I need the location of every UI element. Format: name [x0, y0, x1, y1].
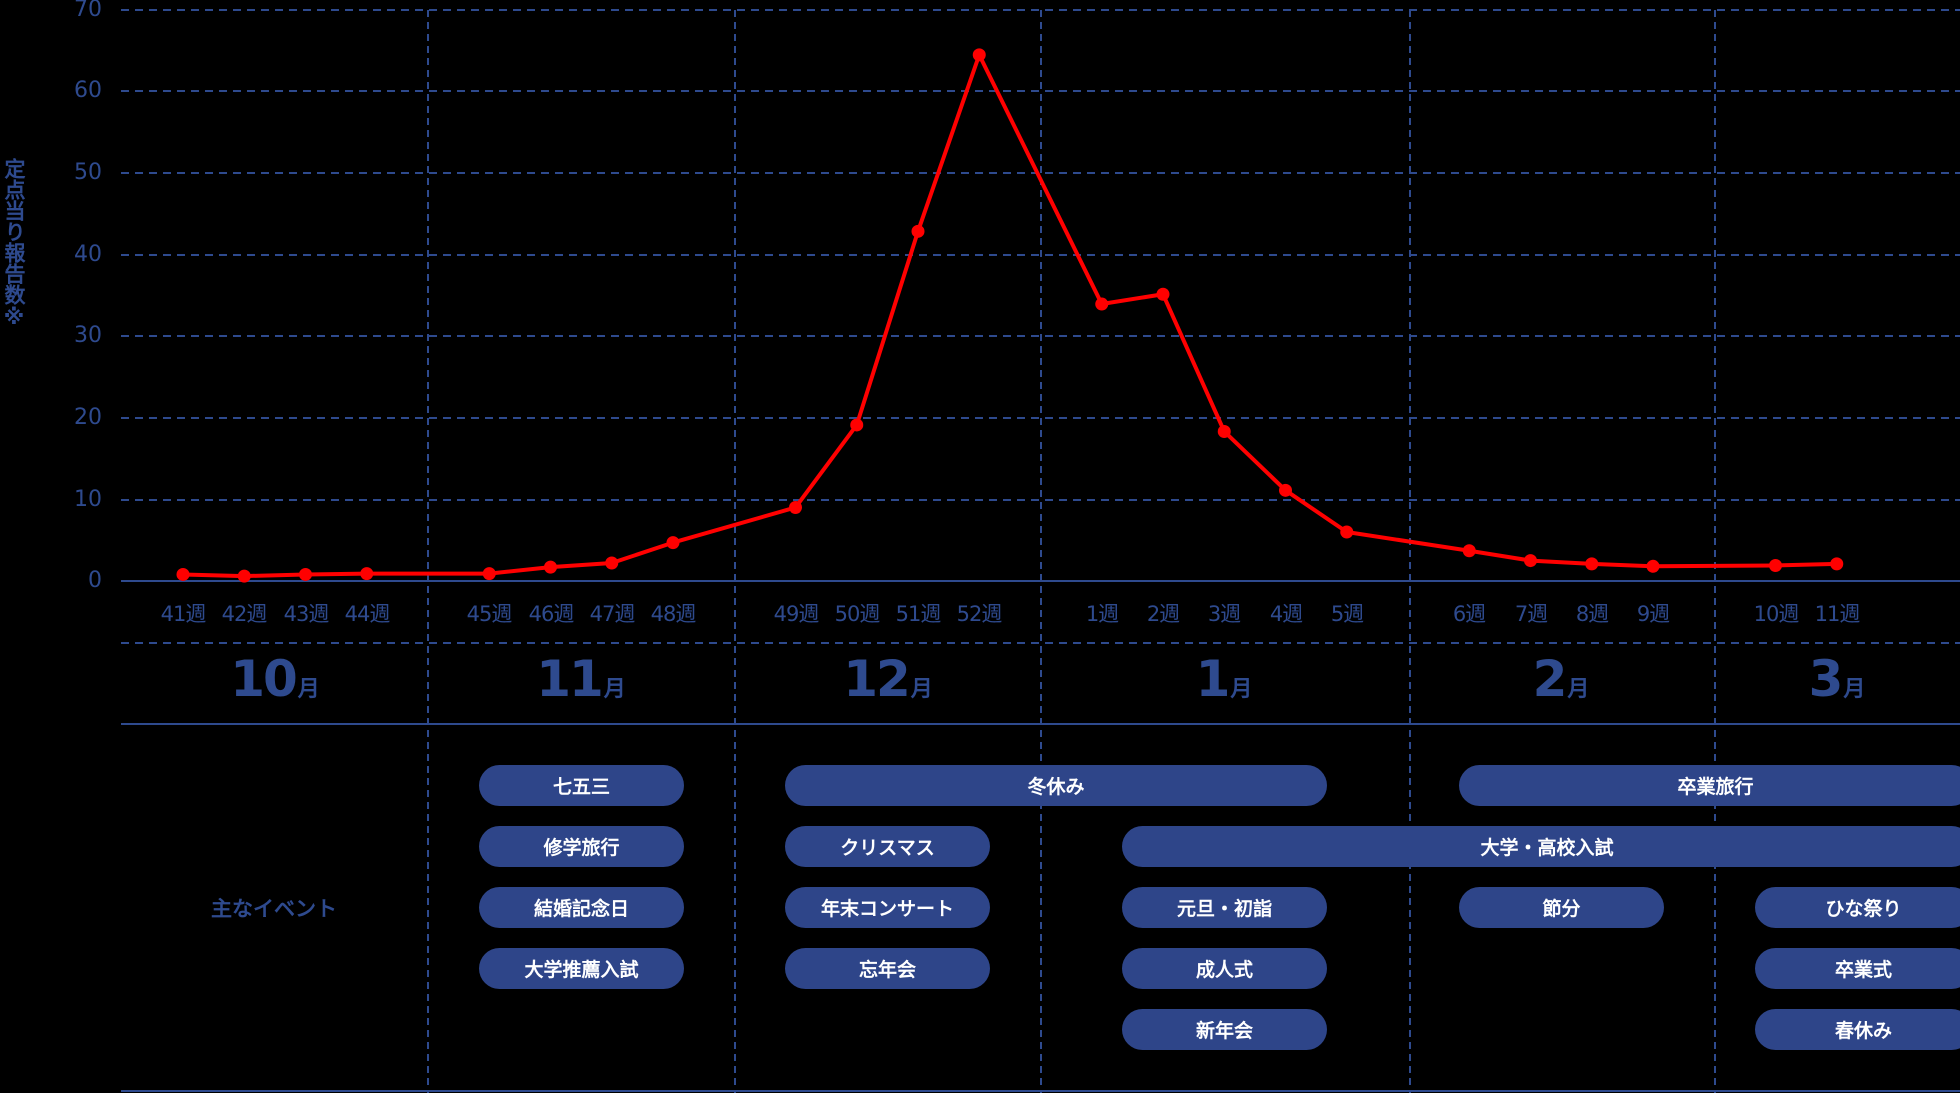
data-point: [605, 556, 619, 570]
y-tick-40: 40: [74, 242, 102, 267]
data-point: [1279, 483, 1292, 497]
y-tick-20: 20: [74, 405, 102, 430]
series-line: [182, 52, 1837, 579]
data-point: [789, 500, 802, 514]
data-point: [176, 567, 190, 581]
week-label: 11週: [1814, 602, 1861, 626]
event-new-year-party: 新年会: [1122, 1009, 1327, 1050]
data-point: [972, 48, 986, 62]
week-label: 9週: [1636, 602, 1670, 626]
event-year-end-concert: 年末コンサート: [785, 887, 990, 928]
month-label-feb: 2月: [1532, 650, 1590, 708]
y-tick-0: 0: [88, 568, 102, 593]
event-year-end-party: 忘年会: [785, 948, 990, 989]
data-point: [1769, 558, 1782, 572]
week-label: 2週: [1146, 602, 1180, 626]
event-graduation-ceremony: 卒業式: [1755, 948, 1960, 989]
data-point: [666, 536, 680, 550]
month-label-dec: 12月: [843, 650, 933, 708]
data-point: [544, 560, 557, 574]
week-label: 4週: [1269, 602, 1303, 626]
event-entrance-exams: 大学・高校入試: [1122, 826, 1960, 867]
data-point: [237, 569, 251, 583]
week-label: 10週: [1753, 602, 1800, 626]
month-label-oct: 10月: [230, 650, 320, 708]
data-point: [850, 418, 864, 432]
data-point: [482, 567, 496, 581]
week-label: 47週: [589, 602, 636, 626]
data-point: [1524, 554, 1537, 568]
month-label-mar: 3月: [1808, 650, 1866, 708]
week-label: 1週: [1085, 602, 1119, 626]
week-label: 50週: [834, 602, 881, 626]
events-heading: 主なイベント: [211, 897, 337, 921]
data-point: [1585, 557, 1599, 571]
week-label: 46週: [528, 602, 575, 626]
month-dividers: [427, 10, 1716, 1093]
y-tick-70: 70: [74, 0, 102, 22]
week-label: 3週: [1207, 602, 1241, 626]
week-label: 45週: [466, 602, 513, 626]
week-label: 5週: [1330, 602, 1364, 626]
data-point: [360, 567, 374, 581]
week-label: 6週: [1452, 602, 1486, 626]
week-label: 8週: [1575, 602, 1609, 626]
y-tick-60: 60: [74, 78, 102, 103]
event-shichigosan: 七五三: [479, 765, 684, 806]
event-christmas: クリスマス: [785, 826, 990, 867]
week-label: 52週: [956, 602, 1003, 626]
event-new-year-shrine-visit: 元旦・初詣: [1122, 887, 1327, 928]
week-label: 49週: [773, 602, 820, 626]
event-graduation-trip: 卒業旅行: [1459, 765, 1960, 806]
week-label: 7週: [1514, 602, 1548, 626]
horizontal-gridlines: [121, 9, 1960, 644]
y-tick-50: 50: [74, 160, 102, 185]
week-label: 44週: [344, 602, 391, 626]
y-tick-30: 30: [74, 323, 102, 348]
data-point: [1095, 297, 1109, 311]
week-label: 51週: [895, 602, 942, 626]
event-spring-break: 春休み: [1755, 1009, 1960, 1050]
y-axis-label: 定点当り報告数※: [2, 158, 26, 329]
week-label: 42週: [221, 602, 268, 626]
month-label-nov: 11月: [536, 650, 626, 708]
data-point: [1462, 544, 1476, 558]
event-winter-break: 冬休み: [785, 765, 1327, 806]
y-tick-10: 10: [74, 487, 102, 512]
data-point: [299, 567, 312, 581]
data-series: [176, 48, 1844, 583]
data-point: [1830, 557, 1844, 571]
event-wedding-anniversary: 結婚記念日: [479, 887, 684, 928]
month-label-jan: 1月: [1195, 650, 1253, 708]
data-point: [911, 224, 925, 238]
data-point: [1646, 559, 1660, 573]
event-hinamatsuri: ひな祭り: [1755, 887, 1960, 928]
event-university-recommendation-exam: 大学推薦入試: [479, 948, 684, 989]
event-coming-of-age: 成人式: [1122, 948, 1327, 989]
week-label: 48週: [650, 602, 697, 626]
data-point: [1340, 525, 1354, 539]
event-setsubun: 節分: [1459, 887, 1664, 928]
event-school-trip: 修学旅行: [479, 826, 684, 867]
week-label: 41週: [160, 602, 207, 626]
week-label: 43週: [283, 602, 330, 626]
data-point: [1217, 424, 1231, 438]
data-point: [1156, 287, 1170, 301]
